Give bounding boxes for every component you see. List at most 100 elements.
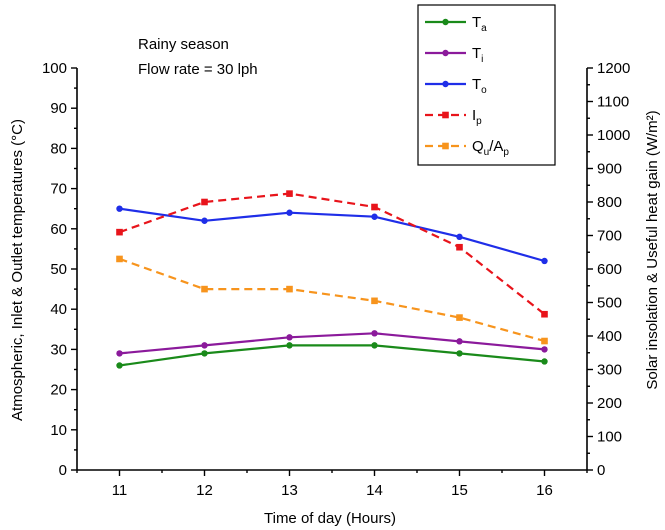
- data-point: [541, 358, 548, 365]
- series-ip: [116, 190, 548, 318]
- legend-item-ip: Ip: [425, 107, 482, 127]
- y-right-tick-label: 1000: [597, 127, 630, 144]
- series-line: [119, 332, 545, 355]
- series-line: [119, 192, 546, 316]
- annotation-flow-rate: Flow rate = 30 lph: [138, 61, 258, 78]
- axes-group: 11 12 13 14 15 160102030405060708090100010020…: [42, 60, 630, 499]
- y-right-tick-label: 400: [597, 328, 622, 345]
- data-point: [116, 350, 123, 357]
- y-left-tick-label: 0: [59, 462, 67, 479]
- y-axis-left-title: Atmospheric, Inlet & Outlet temperatures…: [9, 119, 26, 421]
- legend-swatch-marker: [442, 142, 449, 150]
- legend-label: Ti: [472, 45, 483, 65]
- data-point: [201, 198, 208, 206]
- data-point: [116, 362, 123, 369]
- y-right-tick-label: 700: [597, 228, 622, 245]
- data-point: [371, 330, 378, 337]
- data-point: [116, 228, 123, 236]
- x-tick-label: 13: [281, 482, 298, 499]
- legend-label-subscript: a: [481, 23, 487, 34]
- legend-item-ti: Ti: [425, 45, 483, 65]
- data-point: [456, 314, 463, 321]
- legend-label-subscript: o: [481, 85, 487, 96]
- data-point: [541, 310, 548, 318]
- y-left-tick-label: 10: [50, 422, 67, 439]
- data-point: [286, 209, 293, 216]
- series-line: [119, 257, 545, 343]
- legend-item-qu-ap: Qu/Ap: [425, 138, 509, 158]
- data-point: [286, 285, 293, 293]
- x-tick-label: 11: [112, 482, 128, 499]
- legend-label-text: Q: [472, 138, 484, 155]
- y-left-tick-label: 60: [50, 221, 67, 238]
- data-point: [541, 257, 548, 265]
- data-point: [456, 338, 463, 345]
- data-point: [456, 243, 463, 251]
- legend-label-subscript: u: [484, 147, 490, 158]
- annotation-season: Rainy season: [138, 36, 229, 53]
- series-line: [119, 207, 545, 263]
- data-point: [371, 203, 378, 211]
- data-point: [371, 297, 378, 305]
- legend-label-text: I: [472, 107, 476, 124]
- y-right-tick-label: 1200: [597, 60, 630, 77]
- legend-label-subscript: p: [476, 116, 482, 127]
- legend-label: Ta: [472, 14, 487, 34]
- legend-label-text: T: [472, 76, 481, 93]
- data-point: [456, 233, 463, 241]
- y-right-tick-label: 1100: [597, 94, 629, 111]
- legend-label-subscript: i: [481, 54, 483, 65]
- legend-swatch-marker: [442, 111, 449, 119]
- y-left-tick-label: 70: [50, 181, 67, 198]
- legend-item-ta: Ta: [425, 14, 487, 34]
- legend-label-text: T: [472, 45, 481, 62]
- x-tick-label: 14: [366, 482, 383, 499]
- y-left-tick-label: 100: [42, 60, 67, 77]
- y-left-tick-label: 90: [50, 100, 67, 117]
- series-to: [116, 205, 548, 265]
- y-right-tick-label: 500: [597, 295, 622, 312]
- legend-label-text: /A: [489, 138, 503, 155]
- series-ta: [116, 342, 548, 369]
- y-right-tick-label: 0: [597, 462, 605, 479]
- series-qu-ap: [116, 255, 548, 345]
- legend-item-to: To: [425, 76, 487, 96]
- y-right-tick-label: 100: [597, 429, 622, 446]
- data-point: [541, 346, 548, 353]
- data-point: [201, 342, 208, 349]
- y-right-tick-label: 600: [597, 261, 622, 278]
- series-ti: [116, 330, 548, 357]
- data-point: [541, 337, 548, 345]
- data-point: [201, 217, 208, 224]
- legend-label-text: T: [472, 14, 481, 31]
- data-point: [456, 350, 463, 357]
- y-right-tick-label: 800: [597, 194, 622, 211]
- data-point: [286, 190, 293, 197]
- legend-label: To: [472, 76, 487, 96]
- legend-swatch-marker: [442, 18, 449, 26]
- series-line: [119, 344, 545, 367]
- y-left-tick-label: 80: [50, 140, 67, 157]
- x-tick-label: 15: [451, 482, 468, 499]
- y-left-tick-label: 30: [50, 341, 67, 358]
- legend-label-subscript: p: [503, 147, 509, 158]
- y-right-tick-label: 300: [597, 362, 622, 379]
- y-axis-right-title: Solar insolation & Useful heat gain (W/m…: [644, 110, 661, 389]
- data-point: [116, 205, 123, 212]
- y-right-tick-label: 200: [597, 395, 622, 412]
- data-point: [201, 350, 208, 357]
- legend-swatch-marker: [442, 80, 449, 88]
- legend-swatch-marker: [442, 49, 449, 57]
- x-axis-title: Time of day (Hours): [264, 510, 396, 527]
- data-point: [371, 342, 378, 349]
- data-point: [116, 255, 123, 263]
- data-point: [286, 342, 293, 349]
- x-tick-label: 16: [536, 482, 553, 499]
- data-point: [286, 334, 293, 341]
- y-left-tick-label: 50: [50, 261, 67, 278]
- data-point: [201, 285, 208, 293]
- series-group: [116, 190, 548, 369]
- data-point: [371, 213, 378, 220]
